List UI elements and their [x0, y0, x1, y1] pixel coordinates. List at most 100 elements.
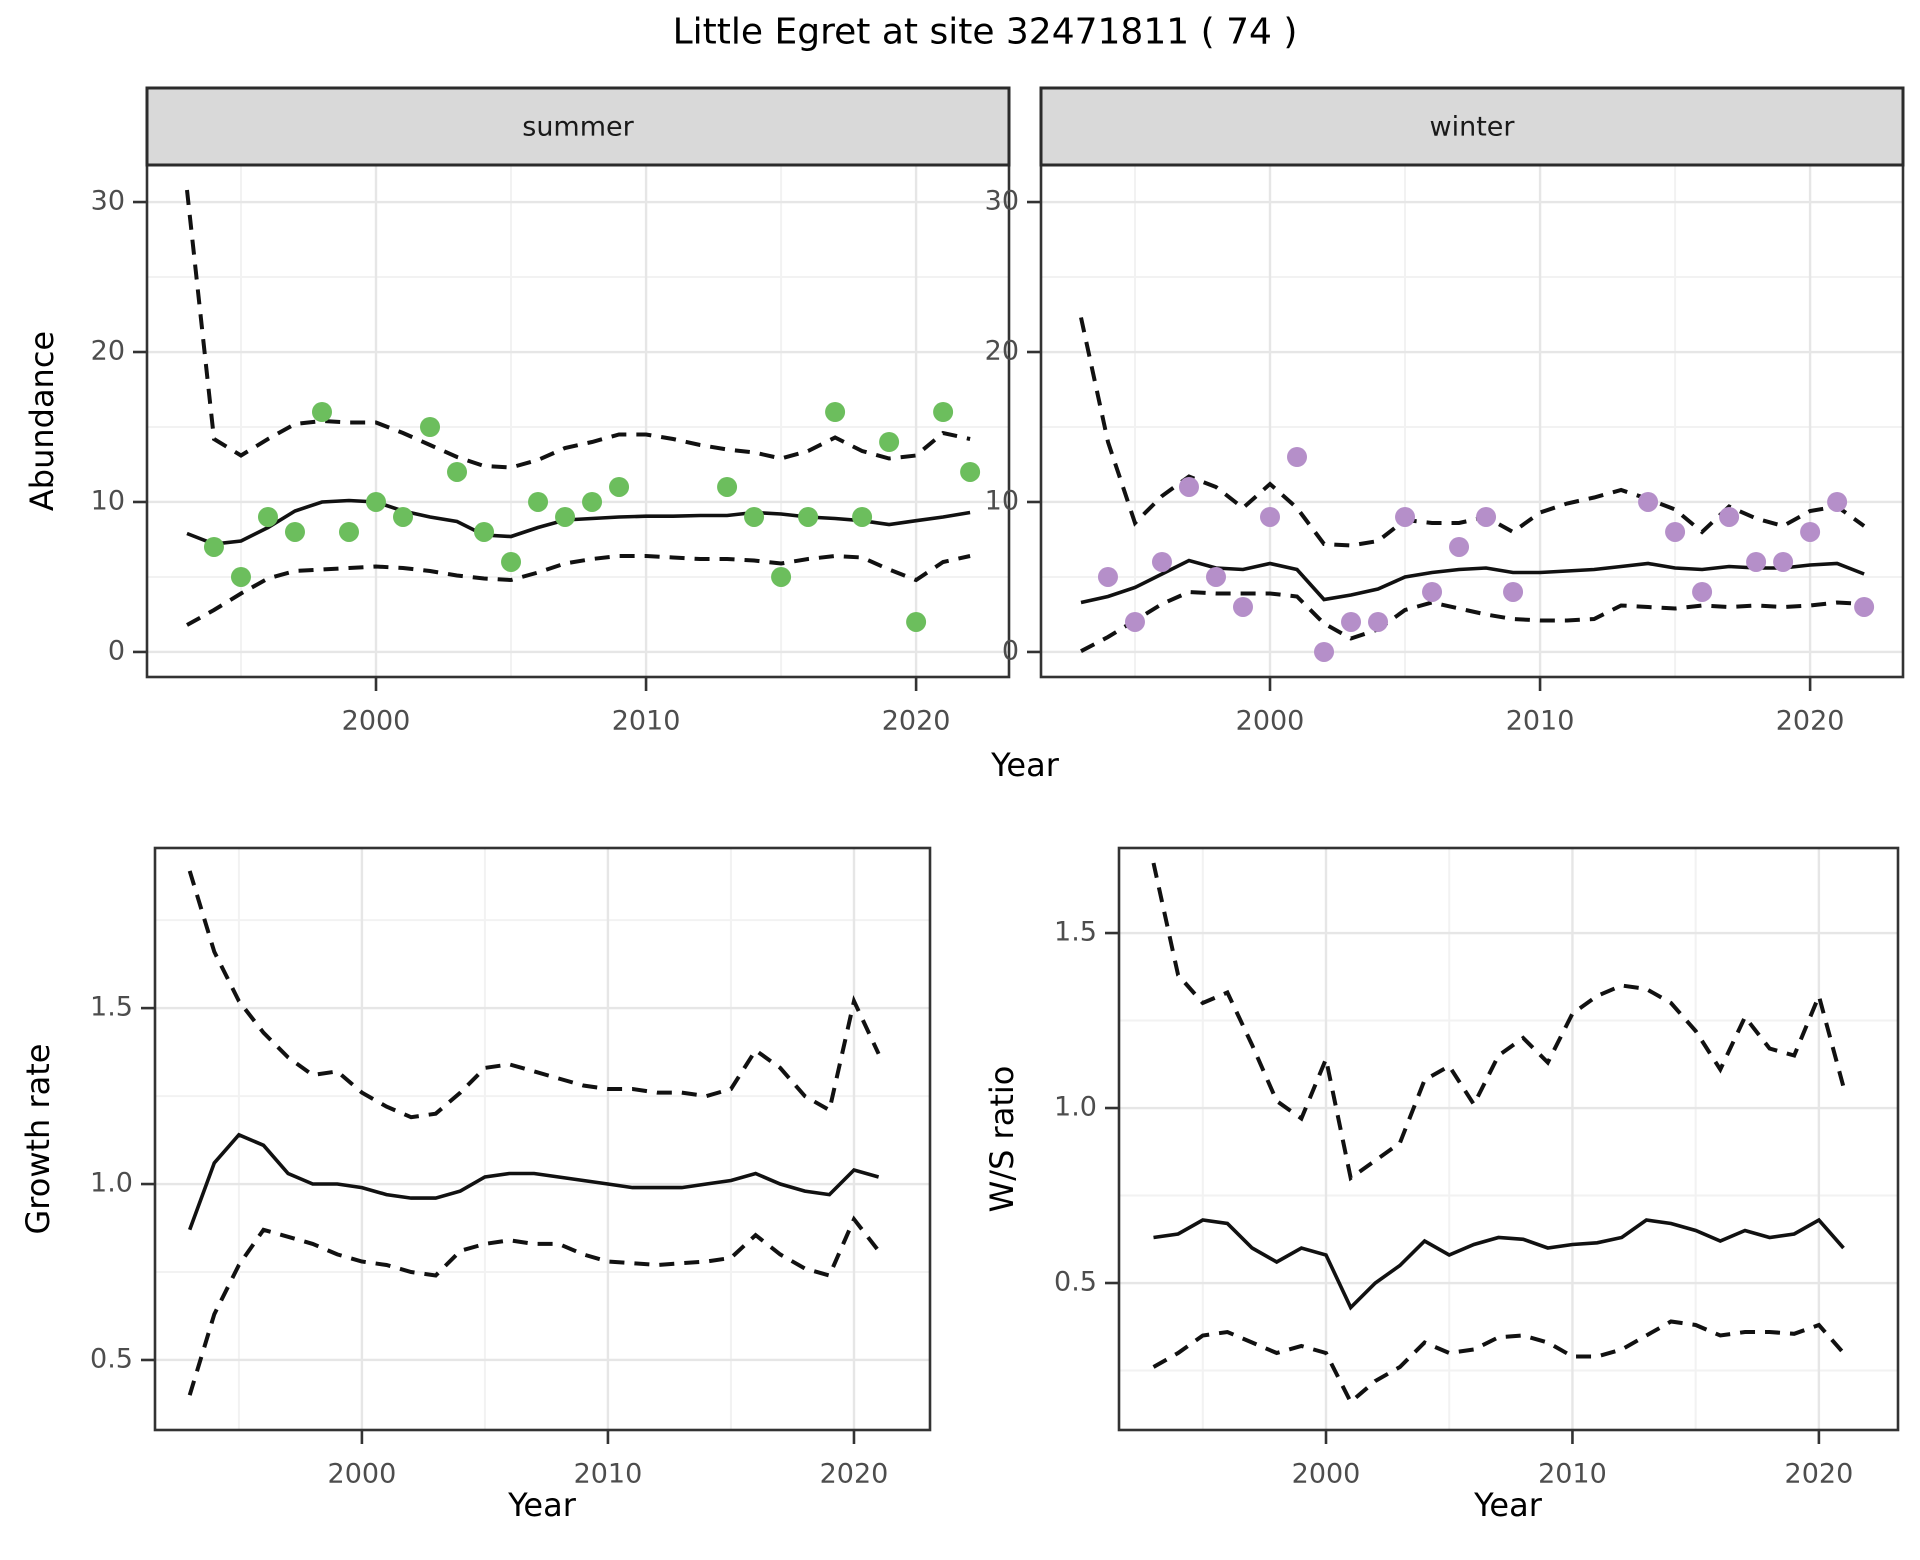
x-tick-label: 2020: [820, 1459, 889, 1490]
y-tick-label: 20: [91, 336, 125, 367]
data-point: [798, 506, 819, 527]
panel-ws: 2000 2010 2020 0.5 1.0 1.5: [1054, 846, 1900, 1490]
x-tick-label: 2010: [1506, 706, 1575, 737]
data-point: [825, 402, 846, 423]
x-tick-label: 2010: [612, 706, 681, 737]
mean-line: [188, 1132, 880, 1231]
data-point: [717, 476, 738, 497]
data-point: [1287, 446, 1308, 467]
data-point: [1449, 536, 1470, 557]
data-point: [501, 551, 522, 572]
y-tick-label: 10: [91, 485, 125, 516]
panel-border: [1117, 846, 1900, 1432]
series-group: [1079, 317, 1875, 662]
facet-strip-label-summer: summer: [522, 111, 634, 143]
data-point: [230, 566, 251, 587]
data-point: [1773, 551, 1794, 572]
panel-background: [155, 848, 930, 1430]
data-point: [1395, 506, 1416, 527]
x-tick-label: 2010: [1538, 1459, 1607, 1490]
mean-line: [186, 498, 971, 546]
data-point: [582, 491, 603, 512]
data-point: [1746, 551, 1767, 572]
data-point: [393, 506, 414, 527]
x-axis-title-year-growth: Year: [508, 1486, 576, 1524]
data-point: [284, 521, 305, 542]
data-point: [1692, 581, 1713, 602]
data-point: [1341, 611, 1362, 632]
plot-title: Little Egret at site 32471811 ( 74 ): [672, 11, 1298, 53]
y-tick-label: 1.0: [1054, 1092, 1097, 1123]
data-point: [1854, 596, 1875, 617]
x-tick-label: 2000: [1292, 1459, 1361, 1490]
y-tick-label: 0.5: [90, 1343, 133, 1374]
y-tick-label: 30: [985, 186, 1019, 217]
data-point: [960, 461, 981, 482]
x-tick-label: 2020: [1785, 1459, 1854, 1490]
panel-background: [1041, 165, 1903, 677]
data-point: [906, 611, 927, 632]
panel-border: [153, 846, 932, 1432]
x-tick-label: 2000: [342, 706, 411, 737]
data-point: [879, 431, 900, 452]
data-point: [1151, 551, 1172, 572]
data-point: [1665, 521, 1686, 542]
y-tick-label: 1.0: [90, 1168, 133, 1199]
data-point: [555, 506, 576, 527]
y-tick-label: 0.5: [1054, 1267, 1097, 1298]
mean-line: [1153, 1217, 1845, 1311]
data-point: [1476, 506, 1497, 527]
data-point: [933, 402, 954, 423]
y-tick-label: 10: [985, 485, 1019, 516]
data-point: [1314, 641, 1335, 662]
data-point: [852, 506, 873, 527]
data-point: [771, 566, 792, 587]
series-group: [185, 189, 981, 632]
x-tick-label: 2020: [1776, 706, 1845, 737]
x-tick-label: 2020: [882, 706, 951, 737]
data-point: [1178, 476, 1199, 497]
ci-upper-line: [185, 189, 971, 470]
data-point: [311, 402, 332, 423]
data-point: [447, 461, 468, 482]
panel-background: [1119, 848, 1898, 1430]
panel-background: [147, 165, 1009, 677]
data-point: [1719, 506, 1740, 527]
facet-strip: [1039, 86, 1905, 167]
ci-lower-line: [186, 553, 971, 627]
y-tick-label: 0: [108, 635, 125, 666]
data-point: [1097, 566, 1118, 587]
y-axis-title-ws-ratio: W/S ratio: [983, 1065, 1021, 1213]
ci-upper-line: [1151, 862, 1846, 1182]
y-tick-label: 1.5: [1054, 917, 1097, 948]
y-axis-title-growth-rate: Growth rate: [19, 1043, 57, 1235]
ci-lower-line: [1080, 589, 1865, 653]
data-point: [609, 476, 630, 497]
facet-strip-label-winter: winter: [1429, 111, 1515, 143]
data-point: [338, 521, 359, 542]
y-tick-label: 0: [1002, 635, 1019, 666]
data-point: [744, 506, 765, 527]
series-group: [1151, 862, 1846, 1406]
x-axis-title-year-top: Year: [991, 746, 1059, 784]
ci-lower-line: [1152, 1319, 1846, 1406]
mean-line: [1080, 558, 1865, 605]
panel-growth: 2000 2010 2020 0.5 1.0 1.5: [90, 846, 932, 1490]
x-tick-label: 2010: [574, 1459, 643, 1490]
data-point: [1422, 581, 1443, 602]
ci-lower-line: [187, 1215, 881, 1396]
x-tick-label: 2000: [1236, 706, 1305, 737]
panel-abundance_summer: 2000 2010 2020 0 10 20 30: [91, 86, 1011, 737]
data-point: [257, 506, 278, 527]
ci-upper-line: [187, 870, 881, 1120]
data-point: [1260, 506, 1281, 527]
data-point: [1124, 611, 1145, 632]
data-point: [528, 491, 549, 512]
data-point: [1800, 521, 1821, 542]
y-tick-label: 30: [91, 186, 125, 217]
ci-upper-line: [1079, 317, 1866, 548]
data-point: [420, 416, 441, 437]
data-point: [1205, 566, 1226, 587]
